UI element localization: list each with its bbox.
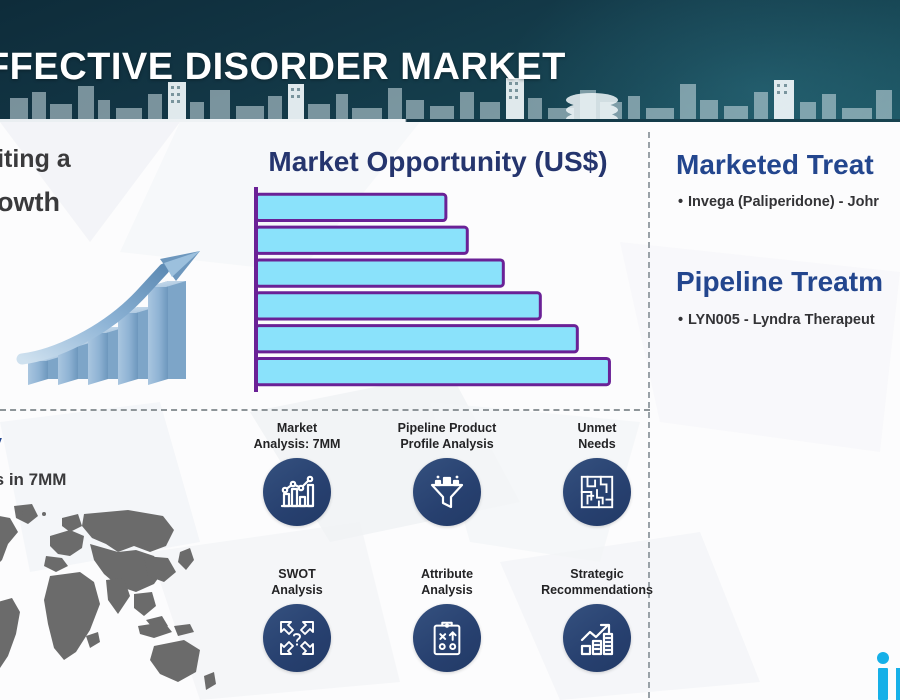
marketed-treatment-text: Invega (Paliperidone) - Johr: [688, 194, 879, 210]
page-title: AFFECTIVE DISORDER MARKET: [0, 46, 566, 88]
linkedin-in-glyph: [877, 652, 900, 700]
left-top-panel: is exhibiting a OUS growth: [0, 128, 230, 406]
grid-item-label: Pipeline Product Profile Analysis: [397, 421, 497, 451]
market-opportunity-chart: Market Opportunity (US$): [232, 132, 644, 404]
growth-arrow-bars-icon: [563, 604, 631, 672]
growth-headline-line2: OUS growth: [0, 187, 60, 218]
chart-plot-area: [254, 187, 611, 392]
market-analysis-chart-icon: [263, 458, 331, 526]
world-map-icon: [0, 504, 216, 690]
chart-bar: [254, 356, 611, 387]
horizontal-divider: [0, 409, 650, 411]
epidemiology-panel: ogy Cases in 7MM: [0, 412, 230, 700]
bullet-icon: •: [678, 194, 684, 210]
epidemiology-title: ogy: [0, 428, 2, 459]
analysis-icon-grid: Market Analysis: 7MM Pipeline Product Pr…: [232, 420, 653, 700]
growth-headline-rest: growth: [0, 187, 60, 217]
header-banner: AFFECTIVE DISORDER MARKET: [0, 0, 900, 122]
chart-bar: [254, 192, 448, 223]
chart-bar: [254, 291, 542, 321]
grid-item-label: Unmet Needs: [577, 421, 617, 451]
chart-bar: [254, 225, 469, 255]
grid-item-market-analysis[interactable]: Market Analysis: 7MM: [222, 420, 372, 526]
funnel-filter-icon: [413, 458, 481, 526]
pipeline-treatment-item: • LYN005 - Lyndra Therapeut: [678, 312, 875, 328]
grid-item-attribute-analysis[interactable]: Attribute Analysis: [372, 566, 522, 672]
grid-item-label: Strategic Recommendations: [541, 567, 653, 597]
header-underline: [0, 119, 900, 122]
grid-item-label: Attribute Analysis: [420, 567, 474, 597]
treatments-panel: Marketed Treat • Invega (Paliperidone) - …: [660, 132, 900, 408]
swot-arrows-question-icon: [263, 604, 331, 672]
grid-item-unmet-needs[interactable]: Unmet Needs: [522, 420, 672, 526]
growth-bar-arrow-icon: [16, 251, 200, 385]
marketed-treatments-heading: Marketed Treat: [676, 149, 874, 180]
epidemiology-subtitle: Cases in 7MM: [0, 470, 67, 489]
grid-item-label: SWOT Analysis: [271, 567, 323, 597]
growth-headline-line1: is exhibiting a: [0, 145, 71, 173]
maze-puzzle-icon: [563, 458, 631, 526]
chart-bar: [254, 258, 505, 288]
grid-item-pipeline-product[interactable]: Pipeline Product Profile Analysis: [372, 420, 522, 526]
grid-item-swot-analysis[interactable]: SWOT Analysis: [222, 566, 372, 672]
grid-item-label: Market Analysis: 7MM: [253, 421, 341, 451]
city-skyline-icon: [10, 78, 892, 122]
clipboard-strategy-icon: [413, 604, 481, 672]
chart-title: Market Opportunity (US$): [268, 146, 608, 177]
grid-item-strategic-recommendations[interactable]: Strategic Recommendations: [522, 566, 672, 672]
marketed-treatment-item: • Invega (Paliperidone) - Johr: [678, 194, 879, 210]
chart-bar: [254, 324, 579, 354]
pipeline-treatments-heading: Pipeline Treatm: [676, 266, 883, 297]
bullet-icon: •: [678, 312, 684, 328]
linkedin-logo[interactable]: [876, 648, 900, 700]
pipeline-treatment-text: LYN005 - Lyndra Therapeut: [688, 312, 875, 328]
vertical-divider: [648, 132, 650, 698]
